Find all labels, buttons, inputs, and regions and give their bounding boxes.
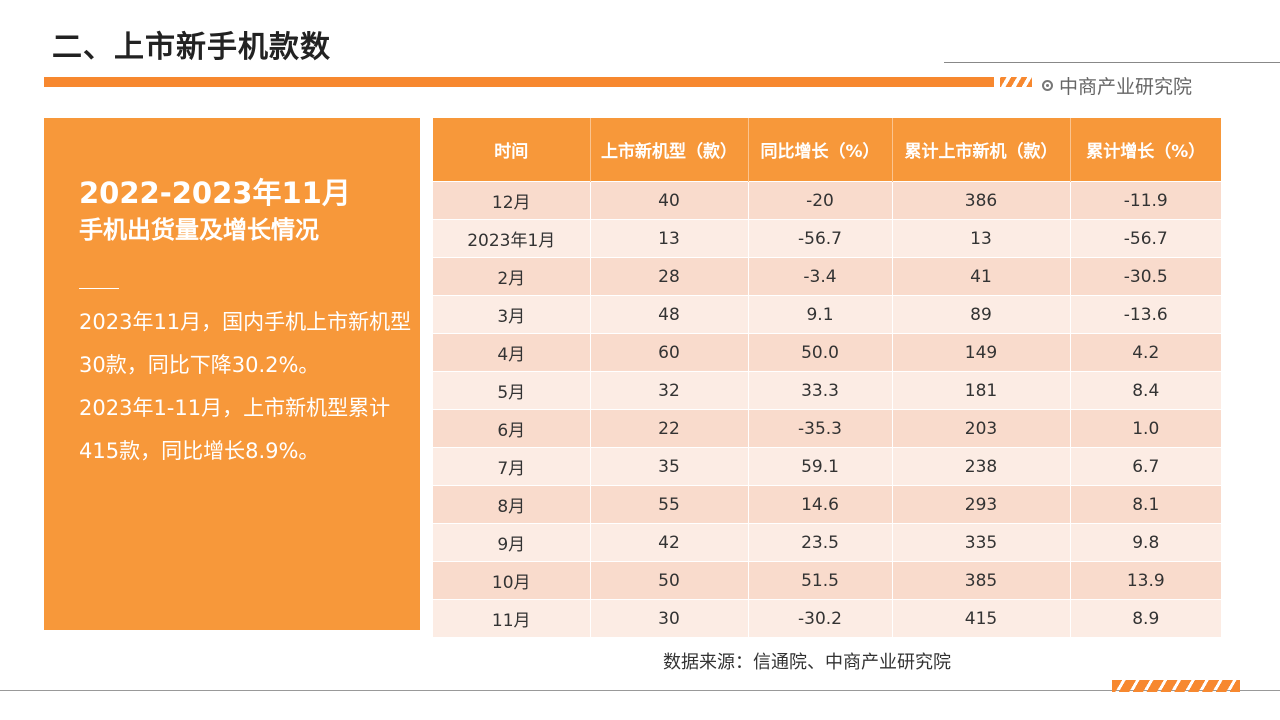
table-cell: 48 (590, 295, 749, 334)
summary-panel: 2022-2023年11月 手机出货量及增长情况 2023年11月，国内手机上市… (44, 118, 420, 630)
table-cell: 9.8 (1070, 523, 1221, 562)
bottom-stripe-decoration (1112, 680, 1240, 692)
table-cell: 32 (590, 371, 749, 410)
table-row: 6月 22 -35.3 203 1.0 (433, 409, 1221, 448)
table-cell: 203 (892, 409, 1071, 448)
table-row: 2023年1月 13 -56.7 13 -56.7 (433, 219, 1221, 258)
company-logo: 中商产业研究院 (1042, 72, 1192, 99)
table-cell: 42 (590, 523, 749, 562)
table-cell: 59.1 (748, 447, 893, 486)
table-cell: 9.1 (748, 295, 893, 334)
table-cell: 23.5 (748, 523, 893, 562)
table-row: 7月 35 59.1 238 6.7 (433, 447, 1221, 486)
panel-paragraph: 2023年11月，国内手机上市新机型30款，同比下降30.2%。 (79, 310, 412, 377)
table-cell: 6.7 (1070, 447, 1221, 486)
table-cell: 22 (590, 409, 749, 448)
table-row: 8月 55 14.6 293 8.1 (433, 485, 1221, 524)
data-source-note: 数据来源：信通院、中商产业研究院 (663, 652, 951, 673)
table-row: 10月 50 51.5 385 13.9 (433, 561, 1221, 600)
table-cell: -56.7 (748, 219, 893, 258)
table-cell: 6月 (433, 409, 591, 448)
table-cell: 13 (892, 219, 1071, 258)
table-cell: 4月 (433, 333, 591, 372)
table-cell: -13.6 (1070, 295, 1221, 334)
table-cell: 12月 (433, 181, 591, 220)
table-cell: 238 (892, 447, 1071, 486)
table-cell: -30.2 (748, 599, 893, 637)
title-stripe-decoration (1000, 77, 1032, 87)
table-cell: -35.3 (748, 409, 893, 448)
table-cell: 41 (892, 257, 1071, 296)
table-cell: 51.5 (748, 561, 893, 600)
table-cell: 5月 (433, 371, 591, 410)
column-header: 累计上市新机（款） (892, 118, 1071, 182)
table-row: 4月 60 50.0 149 4.2 (433, 333, 1221, 372)
table-cell: -11.9 (1070, 181, 1221, 220)
table-row: 3月 48 9.1 89 -13.6 (433, 295, 1221, 334)
panel-body: 2023年11月，国内手机上市新机型30款，同比下降30.2%。 2023年1-… (79, 301, 419, 473)
column-header: 累计增长（%） (1070, 118, 1221, 182)
table-cell: 33.3 (748, 371, 893, 410)
table-cell: 13.9 (1070, 561, 1221, 600)
table-row: 5月 32 33.3 181 8.4 (433, 371, 1221, 410)
table-row: 2月 28 -3.4 41 -30.5 (433, 257, 1221, 296)
table-row: 11月 30 -30.2 415 8.9 (433, 599, 1221, 637)
table-cell: 11月 (433, 599, 591, 637)
column-header: 时间 (433, 118, 591, 182)
panel-subtitle: 手机出货量及增长情况 (79, 216, 319, 244)
table-cell: 35 (590, 447, 749, 486)
table-cell: 415 (892, 599, 1071, 637)
table-cell: 2月 (433, 257, 591, 296)
top-divider (944, 62, 1280, 63)
table-cell: 149 (892, 333, 1071, 372)
panel-title: 2022-2023年11月 (79, 176, 351, 210)
table-cell: 55 (590, 485, 749, 524)
table-cell: 7月 (433, 447, 591, 486)
table-cell: 1.0 (1070, 409, 1221, 448)
table-cell: 40 (590, 181, 749, 220)
bottom-divider (0, 690, 1280, 691)
table-cell: 8.4 (1070, 371, 1221, 410)
table-cell: 28 (590, 257, 749, 296)
table-cell: 89 (892, 295, 1071, 334)
panel-divider (79, 288, 119, 289)
table-cell: -20 (748, 181, 893, 220)
table-cell: 2023年1月 (433, 219, 591, 258)
table-cell: 13 (590, 219, 749, 258)
table-cell: 50.0 (748, 333, 893, 372)
logo-text: 中商产业研究院 (1059, 76, 1193, 98)
column-header: 同比增长（%） (748, 118, 893, 182)
table-cell: 14.6 (748, 485, 893, 524)
table-cell: 10月 (433, 561, 591, 600)
table-cell: 335 (892, 523, 1071, 562)
table-header-row: 时间 上市新机型（款） 同比增长（%） 累计上市新机（款） 累计增长（%） (433, 118, 1221, 182)
table-cell: 8.1 (1070, 485, 1221, 524)
data-table: 时间 上市新机型（款） 同比增长（%） 累计上市新机（款） 累计增长（%） 12… (433, 118, 1221, 637)
table-body: 12月 40 -20 386 -11.9 2023年1月 13 -56.7 13 -56.7 2月 2… (433, 181, 1221, 637)
table-cell: 8.9 (1070, 599, 1221, 637)
page-title: 二、上市新手机款数 (52, 30, 331, 65)
table-cell: 50 (590, 561, 749, 600)
table-cell: 293 (892, 485, 1071, 524)
table-row: 12月 40 -20 386 -11.9 (433, 181, 1221, 220)
logo-circle-icon (1042, 80, 1053, 91)
table-row: 9月 42 23.5 335 9.8 (433, 523, 1221, 562)
table-cell: -56.7 (1070, 219, 1221, 258)
table-cell: 60 (590, 333, 749, 372)
table-cell: -3.4 (748, 257, 893, 296)
table-cell: 385 (892, 561, 1071, 600)
title-underline-bar (44, 77, 994, 87)
column-header: 上市新机型（款） (590, 118, 749, 182)
table-cell: 3月 (433, 295, 591, 334)
table-cell: 30 (590, 599, 749, 637)
table-cell: -30.5 (1070, 257, 1221, 296)
table-cell: 181 (892, 371, 1071, 410)
panel-paragraph: 2023年1-11月，上市新机型累计415款，同比增长8.9%。 (79, 396, 391, 463)
table-cell: 9月 (433, 523, 591, 562)
table-cell: 8月 (433, 485, 591, 524)
data-table-container: 时间 上市新机型（款） 同比增长（%） 累计上市新机（款） 累计增长（%） 12… (433, 118, 1221, 637)
table-cell: 4.2 (1070, 333, 1221, 372)
table-cell: 386 (892, 181, 1071, 220)
